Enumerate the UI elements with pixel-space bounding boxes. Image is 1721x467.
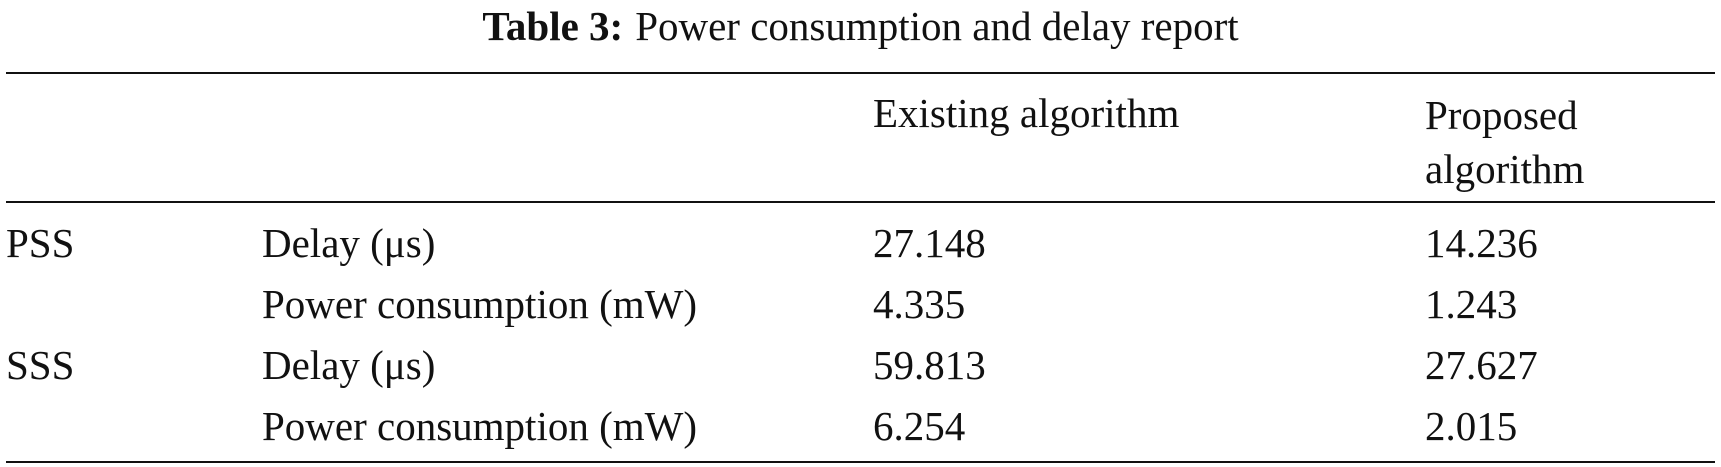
row-metric-label: Delay (μs) (262, 220, 436, 266)
table-header-rule (6, 201, 1715, 203)
header-existing-algorithm: Existing algorithm (873, 90, 1180, 136)
row-metric-label: Power consumption (mW) (262, 281, 697, 327)
header-proposed-line2: algorithm (1425, 146, 1585, 192)
table-caption: Table 3: Power consumption and delay repo… (0, 2, 1721, 50)
cell-proposed-value: 27.627 (1425, 342, 1538, 388)
table-bottom-rule (6, 461, 1715, 463)
row-group-label: PSS (6, 220, 75, 266)
cell-proposed-value: 14.236 (1425, 220, 1538, 266)
cell-proposed-value: 1.243 (1425, 281, 1518, 327)
cell-proposed-value: 2.015 (1425, 403, 1518, 449)
header-proposed-line1: Proposed (1425, 92, 1578, 138)
table-caption-title: Power consumption and delay report (635, 3, 1239, 49)
cell-existing-value: 6.254 (873, 403, 966, 449)
cell-existing-value: 27.148 (873, 220, 986, 266)
cell-existing-value: 59.813 (873, 342, 986, 388)
header-proposed-algorithm: Proposed algorithm (1425, 88, 1584, 196)
row-metric-label: Delay (μs) (262, 342, 436, 388)
cell-existing-value: 4.335 (873, 281, 966, 327)
row-group-label: SSS (6, 342, 75, 388)
table-caption-label: Table 3: (482, 3, 624, 49)
row-metric-label: Power consumption (mW) (262, 403, 697, 449)
table-top-rule (6, 72, 1715, 74)
